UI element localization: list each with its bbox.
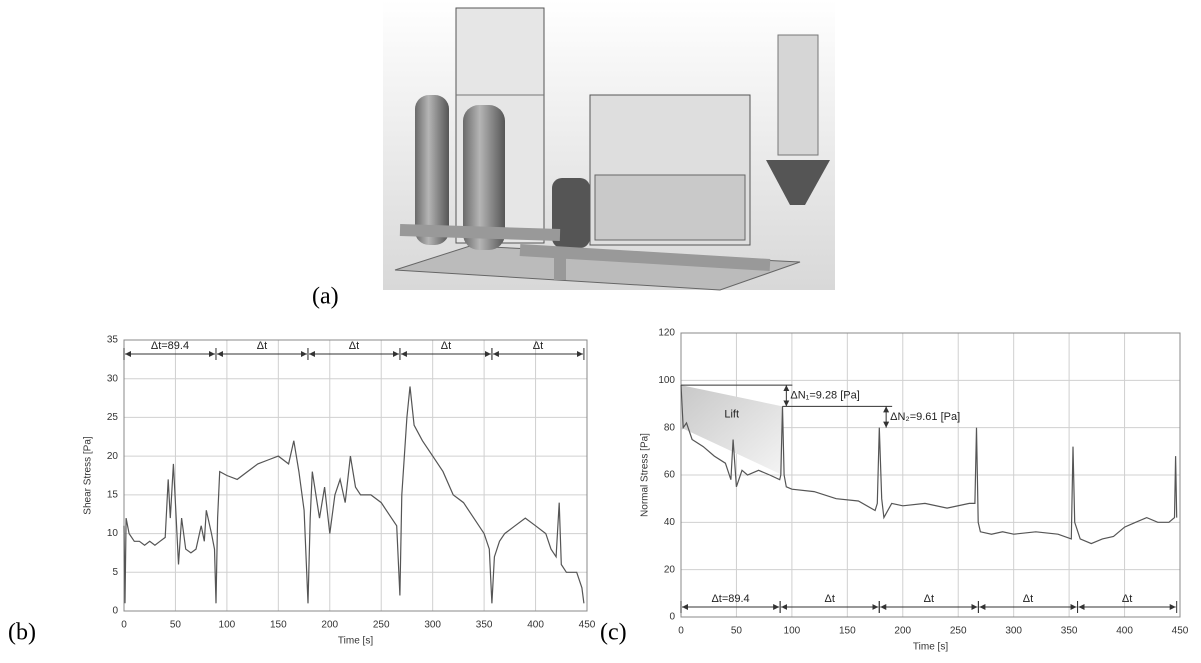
x-tick-label: 250 [373,620,390,631]
x-tick-label: 350 [476,620,493,631]
x-axis-title: Time [s] [913,642,948,653]
interval-label: Δt [1023,593,1033,605]
x-tick-label: 300 [424,620,441,631]
y-tick-label: 5 [112,567,118,578]
y-tick-label: 25 [107,412,119,423]
x-tick-label: 400 [1116,626,1133,637]
x-axis-title: Time [s] [338,636,373,647]
x-tick-label: 300 [1005,626,1022,637]
y-tick-label: 40 [664,517,676,528]
y-tick-label: 120 [658,328,675,339]
x-tick-label: 0 [678,626,684,637]
x-tick-label: 0 [121,620,127,631]
y-tick-label: 10 [107,528,119,539]
bracket-label: ΔN₂=9.61 [Pa] [890,411,960,423]
interval-label: Δt [824,593,834,605]
x-tick-label: 450 [1172,626,1189,637]
y-tick-label: 60 [664,470,676,481]
x-tick-label: 350 [1061,626,1078,637]
y-tick-label: 35 [107,335,119,346]
figure: (a) (b) (c) 0510152025303505010015020025… [0,0,1201,663]
interval-label: Δt [441,340,451,352]
panel-label: (a) [312,284,339,310]
x-tick-label: 450 [579,620,596,631]
y-axis-title: Shear Stress [Pa] [83,436,94,515]
x-tick-label: 200 [894,626,911,637]
interval-label: Δt=89.4 [151,340,189,352]
y-tick-label: 0 [112,606,118,617]
interval-label: Δt [1122,593,1132,605]
y-tick-label: 100 [658,375,675,386]
x-tick-label: 50 [170,620,182,631]
interval-label: Δt [349,340,359,352]
lift-label: Lift [724,408,739,420]
y-axis-title: Normal Stress [Pa] [640,433,651,517]
x-tick-label: 150 [839,626,856,637]
panel-label: (c) [600,620,627,646]
x-tick-label: 400 [527,620,544,631]
y-tick-label: 80 [664,422,676,433]
panel-label: (b) [8,620,36,646]
y-tick-label: 15 [107,489,119,500]
y-tick-label: 20 [664,564,676,575]
y-tick-label: 0 [669,612,675,623]
y-tick-label: 20 [107,451,119,462]
equipment-illustration [383,0,835,290]
bracket-label: ΔN₁=9.28 [Pa] [790,390,859,402]
plot-frame [124,340,587,611]
interval-label: Δt [257,340,267,352]
y-tick-label: 30 [107,373,119,384]
x-tick-label: 150 [270,620,287,631]
interval-label: Δt [924,593,934,605]
x-tick-label: 250 [950,626,967,637]
x-tick-label: 100 [784,626,801,637]
interval-label: Δt=89.4 [711,593,749,605]
x-tick-label: 200 [321,620,338,631]
interval-label: Δt [533,340,543,352]
x-tick-label: 50 [731,626,743,637]
x-tick-label: 100 [219,620,236,631]
